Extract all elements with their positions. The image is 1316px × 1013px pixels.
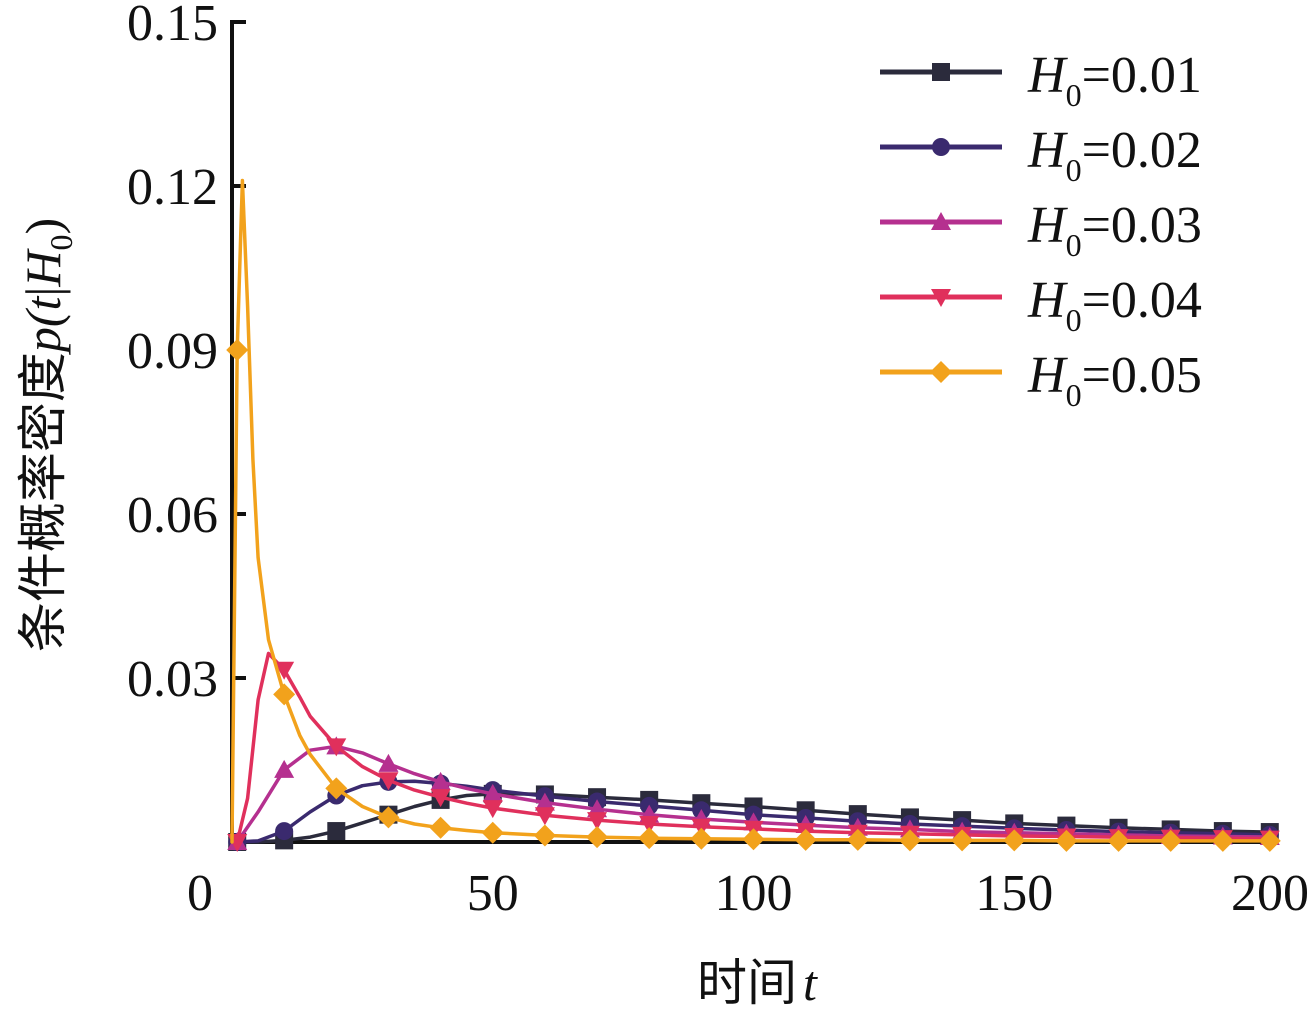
data-point-marker	[586, 826, 609, 849]
data-point-marker	[226, 339, 249, 361]
data-point-marker	[639, 815, 660, 834]
legend-item: H0=0.04	[880, 272, 1202, 338]
x-axis-label: 时间 t	[697, 955, 818, 1011]
y-axis-label-sep: |	[15, 287, 71, 297]
data-point-marker	[482, 800, 503, 819]
legend-var: H	[1027, 347, 1068, 404]
data-point-marker	[274, 759, 295, 778]
data-point-marker	[846, 828, 869, 851]
data-point-marker	[430, 771, 451, 790]
data-point-marker	[742, 828, 765, 851]
data-point-marker	[690, 827, 713, 850]
data-point-marker	[1211, 829, 1234, 852]
y-tick-label: 0.06	[127, 487, 218, 544]
legend-value: =0.01	[1082, 47, 1202, 104]
x-tick-label: 200	[1231, 865, 1309, 922]
legend-value: =0.04	[1082, 272, 1202, 329]
data-point-marker	[533, 824, 556, 847]
x-tick-label: 0	[187, 865, 213, 922]
x-tick-label: 100	[715, 865, 793, 922]
series-H0=0.04	[227, 651, 1280, 852]
data-point-marker	[481, 821, 504, 844]
legend-sub: 0	[1066, 152, 1082, 188]
x-axis-label-var: t	[803, 955, 818, 1011]
data-point-marker	[691, 818, 712, 837]
data-point-marker	[325, 777, 348, 800]
data-point-marker	[587, 812, 608, 831]
y-axis-label-text: 条件概率密度	[15, 352, 71, 652]
data-point-marker	[951, 829, 974, 852]
data-point-marker	[794, 828, 817, 851]
series-group	[226, 178, 1281, 852]
legend-label: H0=0.04	[1027, 272, 1202, 338]
data-point-marker	[1107, 829, 1130, 852]
legend-label: H0=0.05	[1027, 347, 1202, 413]
data-point-marker	[534, 792, 555, 811]
y-tick-label: 0.12	[127, 159, 218, 216]
legend-marker	[932, 138, 950, 156]
data-point-marker	[327, 822, 346, 841]
legend-label: H0=0.02	[1027, 122, 1202, 188]
legend-sub: 0	[1066, 227, 1082, 263]
legend-item: H0=0.03	[880, 197, 1202, 263]
legend-value: =0.02	[1082, 122, 1202, 179]
y-tick-label: 0.03	[127, 651, 218, 708]
legend-item: H0=0.01	[880, 47, 1202, 113]
legend-sub: 0	[1066, 77, 1082, 113]
data-point-marker	[1159, 829, 1182, 852]
data-point-marker	[638, 827, 661, 850]
data-point-marker	[1003, 829, 1026, 852]
y-ticks: 0.03 0.06 0.09 0.12 0.15	[127, 0, 246, 708]
legend-var: H	[1027, 272, 1068, 329]
x-axis-label-text: 时间	[697, 955, 797, 1011]
data-point-marker	[377, 806, 400, 829]
data-point-marker	[898, 829, 921, 852]
data-point-marker	[274, 661, 295, 680]
data-point-marker	[534, 807, 555, 826]
legend-var: H	[1027, 197, 1068, 254]
series-H0=0.05	[226, 178, 1281, 852]
legend-sub: 0	[1066, 302, 1082, 338]
data-point-marker	[429, 816, 452, 839]
legend-item: H0=0.02	[880, 122, 1202, 188]
data-point-marker	[326, 738, 347, 757]
y-axis-label-cond: H	[15, 248, 71, 288]
y-axis-label-var: t	[15, 296, 71, 311]
data-point-marker	[1258, 829, 1281, 852]
data-point-marker	[1055, 829, 1078, 852]
legend-marker	[931, 289, 951, 307]
y-tick-label: 0.09	[127, 323, 218, 380]
legend-item: H0=0.05	[880, 347, 1202, 413]
x-tick-label: 150	[975, 865, 1053, 922]
y-axis-label-func: p(	[15, 307, 71, 355]
data-point-marker	[378, 753, 399, 772]
data-point-marker	[273, 683, 296, 706]
legend-var: H	[1027, 47, 1068, 104]
legend-marker	[931, 212, 951, 230]
legend-label: H0=0.01	[1027, 47, 1202, 113]
legend-var: H	[1027, 122, 1068, 179]
legend-sub: 0	[1066, 377, 1082, 413]
y-tick-label: 0.15	[127, 0, 218, 52]
x-tick-label: 50	[467, 865, 519, 922]
legend-label: H0=0.03	[1027, 197, 1202, 263]
data-point-marker	[430, 789, 451, 808]
data-point-marker	[275, 822, 294, 841]
legend-marker	[930, 361, 952, 383]
legend-marker	[932, 63, 950, 81]
legend-value: =0.03	[1082, 197, 1202, 254]
y-axis-label: 条件概率密度p(t|H0)	[15, 218, 79, 652]
legend-value: =0.05	[1082, 347, 1202, 404]
y-axis-label-sub: 0	[43, 234, 79, 250]
data-point-marker	[378, 772, 399, 791]
data-point-marker	[482, 783, 503, 802]
y-axis-label-close: )	[15, 218, 71, 235]
